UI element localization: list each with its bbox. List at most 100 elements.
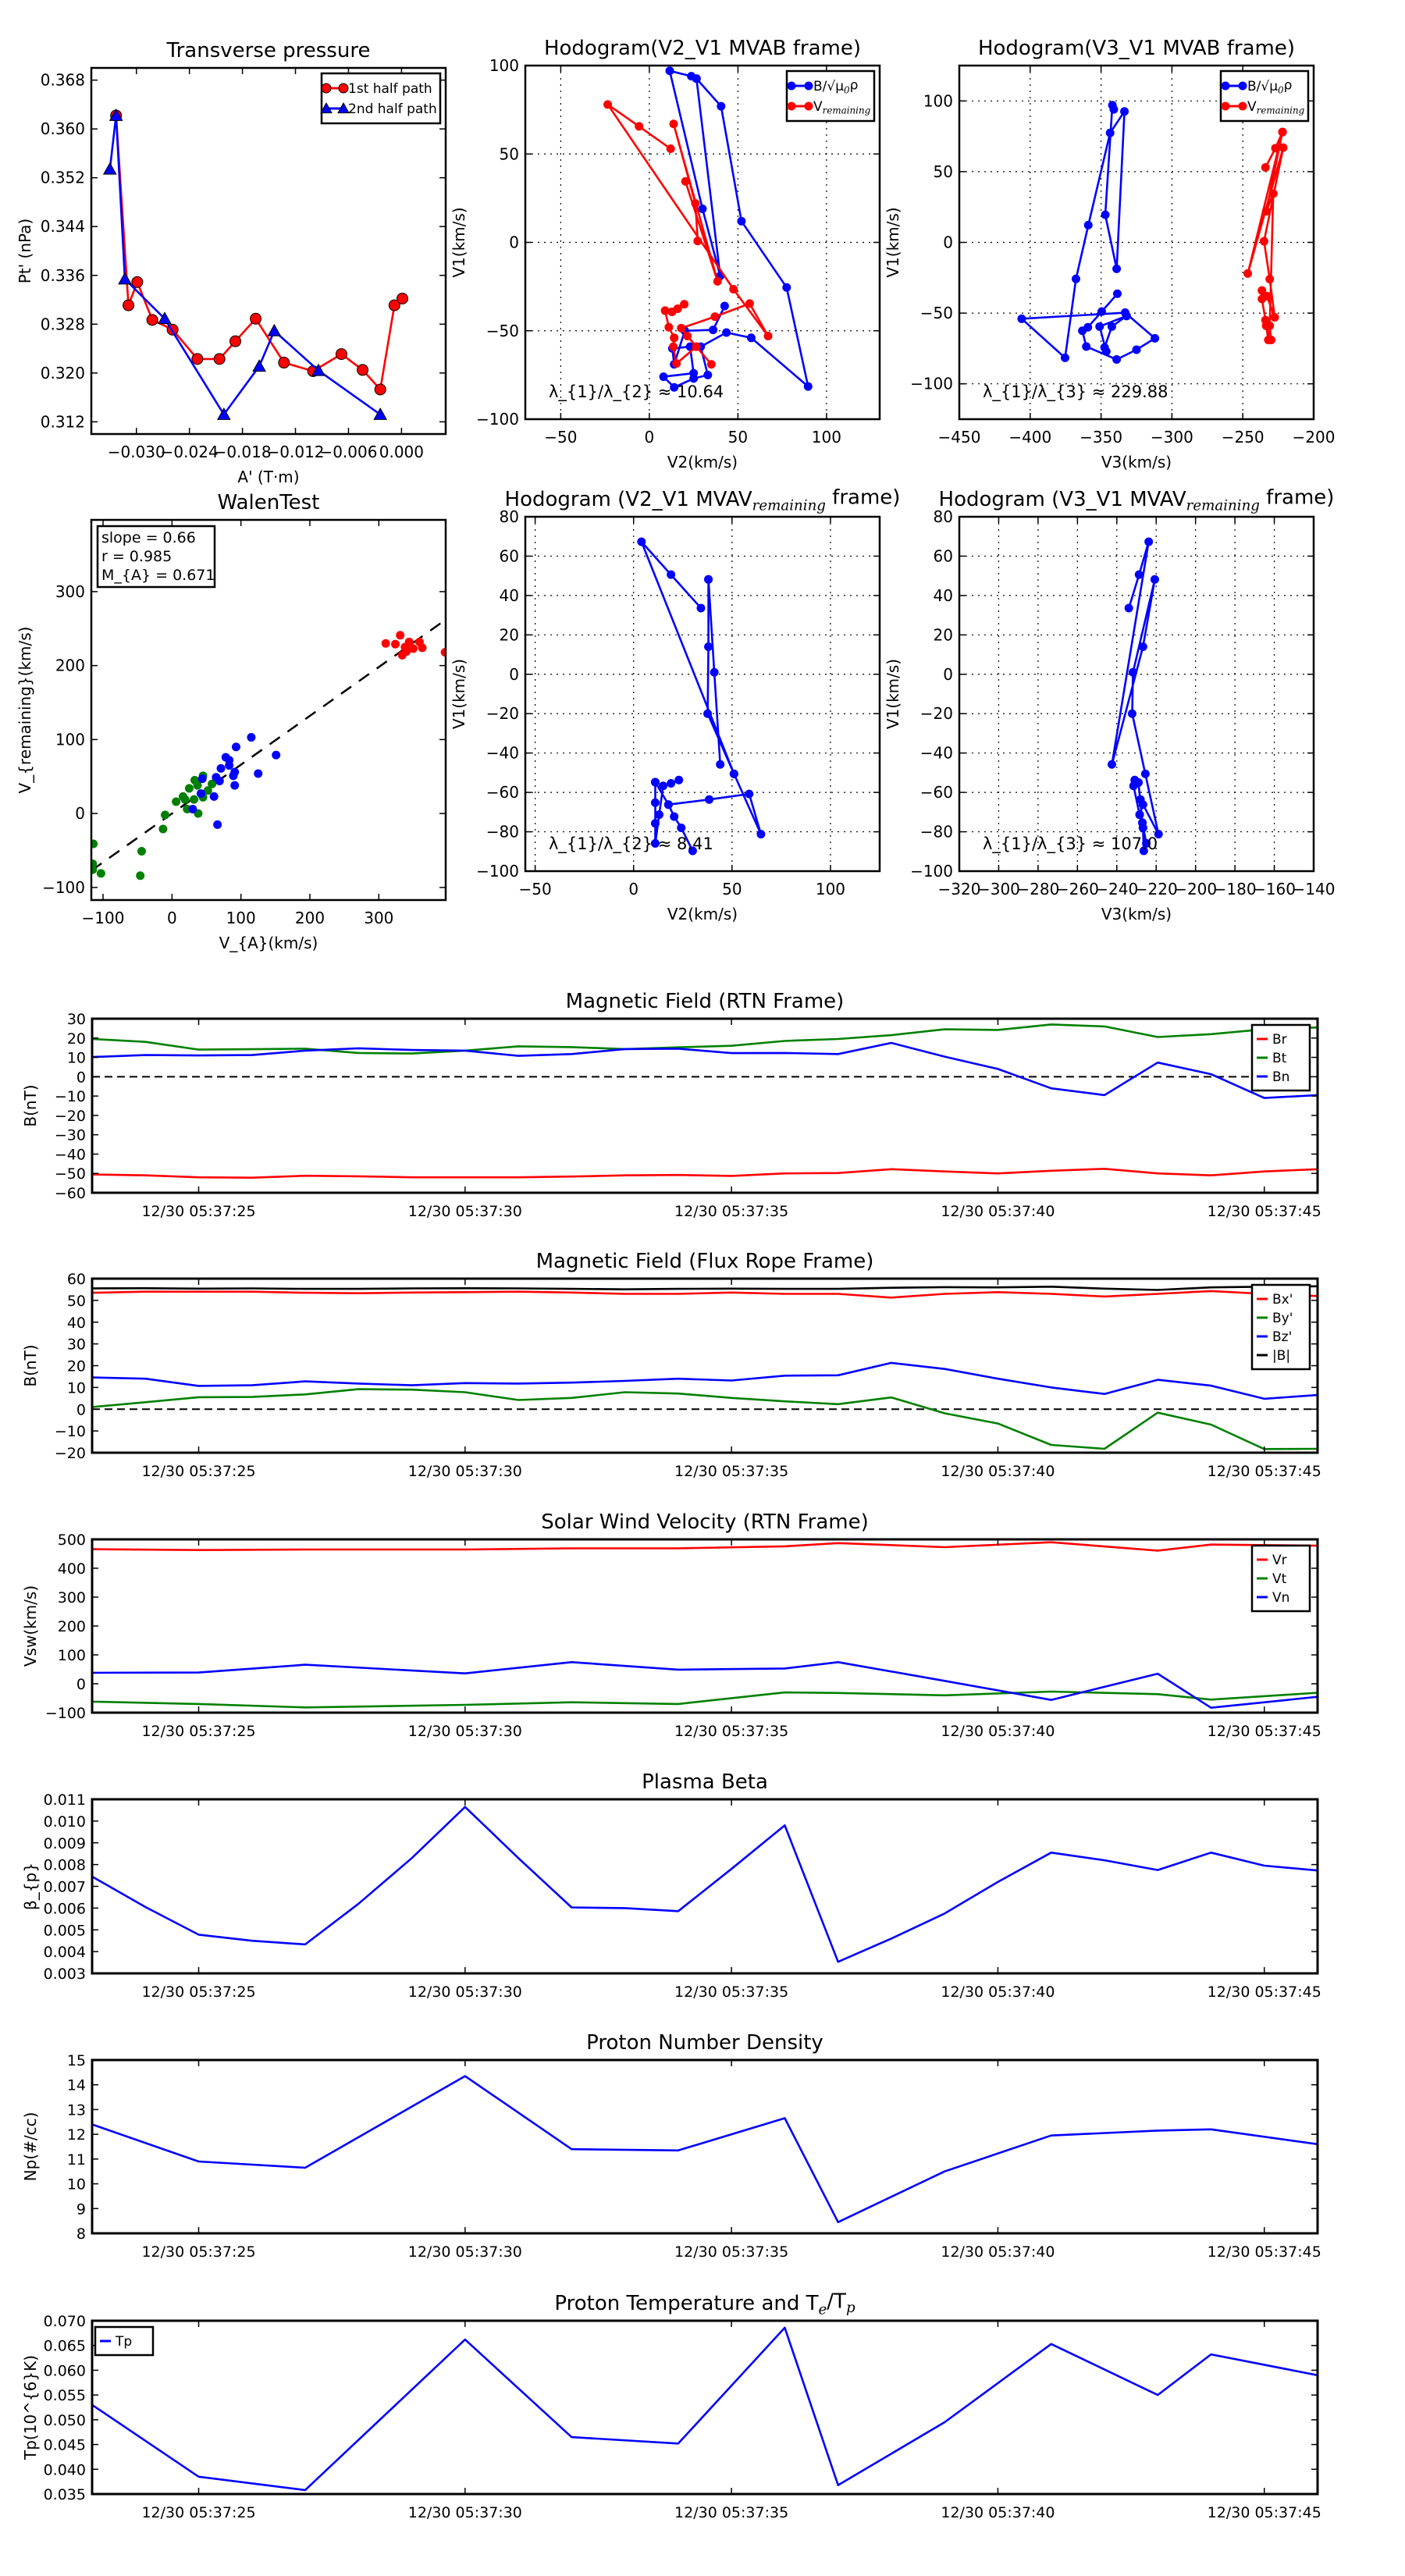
dot-marker — [677, 323, 686, 333]
series-2nd-half-path — [102, 108, 388, 420]
dot-marker — [692, 342, 701, 351]
series-line — [92, 2326, 1318, 2492]
y-tick-label: 15 — [67, 2052, 86, 2069]
x-tick-label: −240 — [1095, 880, 1138, 898]
y-tick-label: 0.004 — [44, 1944, 86, 1961]
dot-marker — [745, 789, 754, 799]
y-tick-label: −100 — [476, 410, 519, 429]
legend-label: Vr — [1272, 1553, 1287, 1568]
dot-marker — [689, 374, 699, 383]
dot-marker — [1238, 81, 1247, 91]
dot-marker — [664, 322, 674, 332]
series-1st-half-path — [110, 109, 409, 396]
x-tick-label: −180 — [1214, 880, 1257, 898]
dot-marker — [1270, 313, 1279, 322]
x-tick-label: 12/30 05:37:30 — [408, 1463, 522, 1480]
legend-label: Bt — [1272, 1051, 1287, 1066]
dot-marker — [1083, 220, 1093, 229]
y-tick-label: −100 — [45, 1705, 86, 1722]
series-line — [92, 1290, 1318, 1299]
y-tick-label: −10 — [55, 1088, 86, 1105]
legend-label: Vremaining​ — [813, 99, 871, 116]
chart-title: Hodogram (V2_V1 MVAVremaining​ frame) — [505, 486, 901, 514]
x-tick-label: 12/30 05:37:45 — [1208, 1723, 1321, 1740]
dot-marker — [713, 276, 722, 286]
y-tick-label: 40 — [500, 586, 519, 605]
series-line — [92, 2075, 1318, 2223]
y-tick-label: 20 — [500, 625, 519, 644]
plot-area — [959, 66, 1314, 419]
tp-chart: 12/30 05:37:25 12/30 05:37:30 12/30 05:37:… — [21, 2290, 1321, 2521]
x-tick-label: 12/30 05:37:30 — [408, 1203, 522, 1220]
chart-title: Transverse pressure — [166, 39, 371, 62]
triangle-marker — [102, 162, 117, 175]
y-tick-label: −50 — [55, 1165, 86, 1183]
legend-entry: B/√μ0​ρ — [1221, 77, 1292, 96]
dot-marker — [1138, 642, 1147, 651]
series-np — [92, 2075, 1318, 2223]
dot-marker — [1135, 810, 1144, 820]
y-tick-label: −40 — [486, 744, 519, 763]
dot-marker — [381, 639, 390, 648]
dot-marker — [1278, 127, 1287, 137]
y-axis-label: β_{p} — [21, 1863, 40, 1910]
series-beta — [92, 1806, 1318, 1963]
y-tick-label: 0.352 — [41, 169, 85, 187]
dot-marker — [1138, 800, 1147, 809]
eigenvalue-ratio-annotation: λ_{1}/λ_{2} ≈ 10.64 — [549, 382, 724, 402]
x-tick-label: 12/30 05:37:30 — [408, 1984, 522, 2001]
x-tick-label: −50 — [544, 428, 577, 447]
y-tick-label: 0 — [76, 1676, 86, 1693]
dot-marker — [729, 285, 738, 294]
legend: Br Bt Bn — [1250, 1023, 1311, 1092]
series-v-remaining- — [603, 100, 773, 369]
y-tick-label: 0.055 — [44, 2387, 86, 2404]
legend-entry: Br — [1257, 1032, 1287, 1048]
dot-marker — [96, 869, 105, 878]
series-line — [92, 1661, 1318, 1709]
x-tick-label: 12/30 05:37:45 — [1208, 2243, 1321, 2261]
chart-title: Hodogram(V3_V1 MVAB frame) — [978, 37, 1295, 60]
y-tick-label: 0 — [509, 665, 519, 684]
dot-marker — [1078, 326, 1087, 336]
legend-entry: Bn — [1257, 1069, 1289, 1085]
dot-marker — [655, 810, 664, 820]
dot-marker — [188, 804, 197, 813]
x-tick-label: 0 — [645, 428, 655, 447]
dot-marker — [1107, 760, 1116, 769]
eigenvalue-ratio-annotation: λ_{1}/λ_{3} ≈ 107.0 — [983, 834, 1158, 854]
dot-marker — [1082, 342, 1091, 351]
y-tick-label: −30 — [55, 1127, 86, 1144]
x-tick-label: 50 — [722, 880, 742, 898]
legend-label: 2nd half path — [348, 101, 437, 117]
x-tick-label: −0.012 — [267, 443, 325, 461]
y-tick-label: 0.011 — [44, 1791, 86, 1809]
dot-marker — [787, 81, 796, 91]
dot-marker — [667, 779, 676, 788]
circle-marker — [191, 353, 204, 365]
dot-marker — [804, 81, 813, 91]
legend-entry: By' — [1257, 1311, 1293, 1326]
eigenvalue-ratio-annotation: λ_{1}/λ_{2} ≈ 8.41 — [549, 834, 713, 854]
y-tick-label: −100 — [910, 862, 953, 881]
dot-marker — [677, 824, 686, 833]
triangle-marker — [158, 311, 172, 325]
x-tick-label: 12/30 05:37:40 — [941, 1203, 1055, 1220]
y-tick-label: 200 — [55, 656, 85, 675]
y-tick-label: −50 — [920, 304, 953, 322]
y-axis-label: V1(km/s) — [884, 659, 902, 729]
dot-marker — [635, 122, 644, 131]
x-tick-label: 0.000 — [379, 443, 424, 461]
y-tick-label: 0.005 — [44, 1922, 86, 1939]
x-tick-label: −100 — [82, 909, 125, 927]
dot-marker — [1265, 275, 1275, 284]
textbox-frame — [96, 525, 216, 589]
chart-title: Solar Wind Velocity (RTN Frame) — [541, 1510, 868, 1534]
dot-marker — [603, 100, 613, 109]
y-tick-label: 0.060 — [44, 2362, 86, 2379]
circle-marker — [374, 383, 386, 396]
y-tick-label: 0.368 — [41, 71, 85, 90]
dot-marker — [698, 204, 707, 213]
x-tick-label: 12/30 05:37:25 — [141, 2243, 255, 2261]
legend: Tp — [94, 2325, 155, 2357]
